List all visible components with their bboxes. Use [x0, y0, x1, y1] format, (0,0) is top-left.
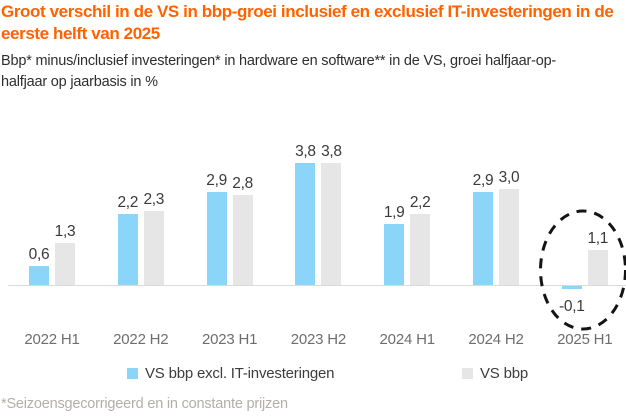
value-label: 2,3: [143, 191, 165, 209]
legend-item-bbp: VS bbp: [462, 365, 528, 382]
bar-vs-bbp: [321, 163, 342, 285]
x-axis-label: 2022 H2: [113, 331, 169, 348]
bar-vs-bbp-excl-it: [29, 265, 49, 285]
legend-label: VS bbp: [480, 365, 529, 382]
x-axis-label: 2024 H1: [379, 331, 436, 348]
bar-vs-bbp: [499, 188, 519, 285]
legend-swatch-icon: [462, 368, 473, 379]
bar-vs-bbp: [232, 195, 253, 285]
bar-vs-bbp: [143, 211, 164, 285]
bar-vs-bbp: [410, 214, 431, 285]
bar-vs-bbp-excl-it: [295, 163, 316, 285]
bar-vs-bbp: [55, 243, 75, 285]
x-axis-label: 2023 H1: [201, 331, 258, 348]
bar-vs-bbp-excl-it: [384, 224, 405, 285]
x-axis-label: 2024 H2: [468, 331, 524, 348]
value-label: 3,0: [498, 168, 520, 186]
value-label: 2,2: [117, 194, 139, 212]
bar-vs-bbp: [587, 249, 608, 285]
legend-swatch-icon: [127, 368, 138, 379]
value-label: 2,9: [472, 171, 494, 189]
x-axis-label: 2022 H1: [24, 331, 80, 348]
value-label: 2,2: [409, 194, 431, 212]
bar-vs-bbp-excl-it: [206, 191, 227, 285]
bar-vs-bbp-excl-it: [117, 214, 138, 285]
page-title: Groot verschil in de VS in bbp-groei inc…: [1, 1, 614, 45]
x-axis-label: 2025 H1: [557, 331, 613, 348]
value-label: 1,9: [383, 204, 405, 221]
chart-subtitle: Bbp* minus/inclusief investeringen* in h…: [1, 51, 556, 93]
legend-item-excl-it: VS bbp excl. IT-investeringen: [127, 365, 335, 382]
highlight-ellipse-icon: [539, 209, 626, 331]
bar-vs-bbp-excl-it: [473, 191, 493, 285]
footnote: *Seizoensgecorrigeerd en in constante pr…: [1, 396, 288, 412]
value-label: 2,8: [232, 175, 253, 193]
value-label: 3,8: [321, 143, 342, 161]
x-axis-label: 2023 H2: [290, 331, 347, 348]
value-label: 0,6: [28, 245, 50, 263]
x-axis-line: [8, 285, 626, 286]
chart-subtitle-line-1: Bbp* minus/inclusief investeringen* in h…: [1, 53, 557, 69]
legend-label: VS bbp excl. IT-investeringen: [145, 365, 335, 382]
chart-subtitle-line-2: halfjaar op jaarbasis in %: [1, 74, 158, 90]
value-label: -0,1: [559, 298, 585, 316]
page-title-line-2: eerste helft van 2025: [1, 24, 160, 43]
value-label: 1,3: [54, 223, 76, 241]
page-title-line-1: Groot verschil in de VS in bbp-groei inc…: [1, 2, 614, 21]
value-label: 3,8: [295, 143, 316, 161]
bar-vs-bbp-excl-it: [561, 286, 582, 290]
value-label: 1,1: [587, 229, 609, 247]
value-label: 2,9: [206, 171, 227, 189]
